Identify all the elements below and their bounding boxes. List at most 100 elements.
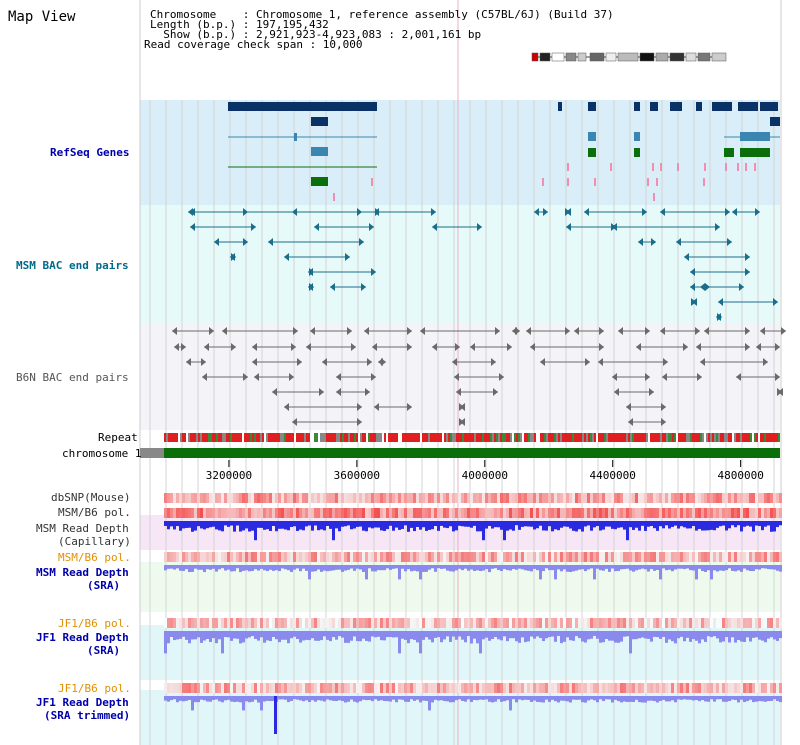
msm-capillary-depth-bar bbox=[575, 521, 578, 532]
msm-capillary-depth-bar bbox=[746, 521, 749, 526]
jf1-trim-pol-cell bbox=[368, 683, 371, 693]
msm-sra-pol-cell bbox=[257, 552, 260, 562]
msm-pol-cell bbox=[575, 508, 578, 518]
msm-sra-pol-cell bbox=[626, 552, 629, 562]
jf1-trim-depth-bar bbox=[401, 696, 404, 700]
repeat-segment bbox=[554, 433, 556, 442]
msm-capillary-depth-bar bbox=[212, 521, 215, 527]
jf1-pol-cell bbox=[236, 618, 239, 628]
msm-pol-cell bbox=[626, 508, 629, 518]
jf1-sra-depth-bar bbox=[317, 631, 320, 641]
msm-sra-pol-cell bbox=[371, 552, 374, 562]
msm-sra-pol-cell bbox=[164, 552, 167, 562]
msm-pol-cell bbox=[398, 508, 401, 518]
msm-depth-sra-label: MSM Read Depth bbox=[36, 566, 129, 579]
repeat-segment bbox=[616, 433, 618, 442]
msm-bac-pair bbox=[676, 238, 681, 246]
jf1-pol-cell bbox=[335, 618, 338, 628]
msm-capillary-depth-bar bbox=[539, 521, 542, 526]
msm-sra-pol-cell bbox=[746, 552, 749, 562]
msm-bac-pair bbox=[651, 238, 656, 246]
repeat-segment bbox=[196, 433, 198, 442]
jf1-sra-depth-bar bbox=[446, 631, 449, 637]
jf1-trim-pol-cell bbox=[677, 683, 680, 693]
jf1-trim-pol-cell bbox=[386, 683, 389, 693]
repeat-segment bbox=[462, 433, 464, 442]
refseq-gene bbox=[650, 102, 658, 111]
repeat-segment bbox=[344, 433, 346, 442]
dbsnp-cell bbox=[545, 493, 548, 503]
msm-sra-depth-bar bbox=[212, 565, 215, 569]
dbsnp-cell bbox=[749, 493, 752, 503]
dbsnp-cell bbox=[464, 493, 467, 503]
msm-capillary-depth-bar bbox=[584, 521, 587, 527]
msm-sra-pol-cell bbox=[629, 552, 632, 562]
msm-sra-depth-bar bbox=[389, 565, 392, 570]
refseq-genes-label[interactable]: RefSeq Genes bbox=[50, 146, 130, 159]
jf1-sra-depth-bar bbox=[209, 631, 212, 642]
dbsnp-cell bbox=[632, 493, 635, 503]
msm-capillary-depth-bar bbox=[362, 521, 365, 531]
jf1-trim-pol-cell bbox=[548, 683, 551, 693]
jf1-trim-depth-bar bbox=[719, 696, 722, 700]
msm-pol-cell bbox=[329, 508, 332, 518]
msm-pol-cell bbox=[341, 508, 344, 518]
jf1-pol-cell bbox=[644, 618, 647, 628]
msm-sra-pol-cell bbox=[263, 552, 266, 562]
msm-capillary-depth-bar bbox=[416, 521, 419, 527]
msm-capillary-depth-bar bbox=[314, 521, 317, 526]
jf1-sra-depth-bar bbox=[689, 631, 692, 642]
jf1-trim-depth-bar bbox=[746, 696, 749, 702]
jf1-pol-cell bbox=[428, 618, 431, 628]
msm-capillary-depth-bar bbox=[602, 521, 605, 530]
repeat-segment bbox=[288, 433, 290, 442]
jf1-sra-depth-bar bbox=[485, 631, 488, 638]
msm-pol-cell bbox=[581, 508, 584, 518]
axis-tick-label: 4400000 bbox=[590, 469, 636, 482]
refseq-marker bbox=[567, 178, 569, 186]
jf1-sra-depth-bar bbox=[572, 631, 575, 641]
b6n-bac-label[interactable]: B6N BAC end pairs bbox=[16, 371, 129, 384]
msm-pol-cell bbox=[434, 508, 437, 518]
msm-pol-cell bbox=[491, 508, 494, 518]
msm-sra-depth-bar bbox=[392, 565, 395, 569]
jf1-trim-pol-cell bbox=[335, 683, 338, 693]
msm-sra-depth-bar bbox=[485, 565, 488, 570]
repeat-segment bbox=[184, 433, 186, 442]
jf1-trim-pol-cell bbox=[281, 683, 284, 693]
dbsnp-cell bbox=[707, 493, 710, 503]
dbsnp-cell bbox=[428, 493, 431, 503]
jf1-pol-cell bbox=[431, 618, 434, 628]
jf1-sra-depth-bar bbox=[167, 631, 170, 644]
jf1-trim-pol-cell bbox=[725, 683, 728, 693]
repeat-segment bbox=[478, 433, 480, 442]
jf1-sra-depth-bar bbox=[230, 631, 233, 641]
msm-sra-depth-bar bbox=[386, 565, 389, 569]
jf1-trim-pol-cell bbox=[536, 683, 539, 693]
jf1-sra-depth-bar bbox=[716, 631, 719, 639]
msm-capillary-depth-bar bbox=[227, 521, 230, 527]
b6n-bac-pair bbox=[455, 343, 460, 351]
msm-bac-label[interactable]: MSM BAC end pairs bbox=[16, 259, 129, 272]
msm-capillary-depth-bar bbox=[434, 521, 437, 527]
jf1-pol-cell bbox=[197, 618, 200, 628]
jf1-sra-depth-bar bbox=[293, 631, 296, 637]
jf1-trim-depth-bar bbox=[293, 696, 296, 700]
repeat-segment bbox=[762, 433, 764, 442]
jf1-trim-pol-cell bbox=[446, 683, 449, 693]
msm-sra-depth-bar bbox=[365, 565, 368, 580]
jf1-trim-pol-cell bbox=[710, 683, 713, 693]
msm-pol-cell bbox=[419, 508, 422, 518]
msm-sra-depth-bar bbox=[422, 565, 425, 572]
jf1-trim-depth-bar bbox=[260, 696, 263, 711]
msm-pol-cell bbox=[773, 508, 776, 518]
dbsnp-cell bbox=[581, 493, 584, 503]
jf1-trim-pol-cell bbox=[350, 683, 353, 693]
msm-capillary-depth-bar bbox=[491, 521, 494, 529]
msm-sra-depth-bar bbox=[521, 565, 524, 570]
repeat-segment bbox=[668, 433, 670, 442]
jf1-trim-pol-cell bbox=[596, 683, 599, 693]
msm-sra-depth-bar bbox=[482, 565, 485, 571]
msm-sra-depth-bar bbox=[488, 565, 491, 573]
